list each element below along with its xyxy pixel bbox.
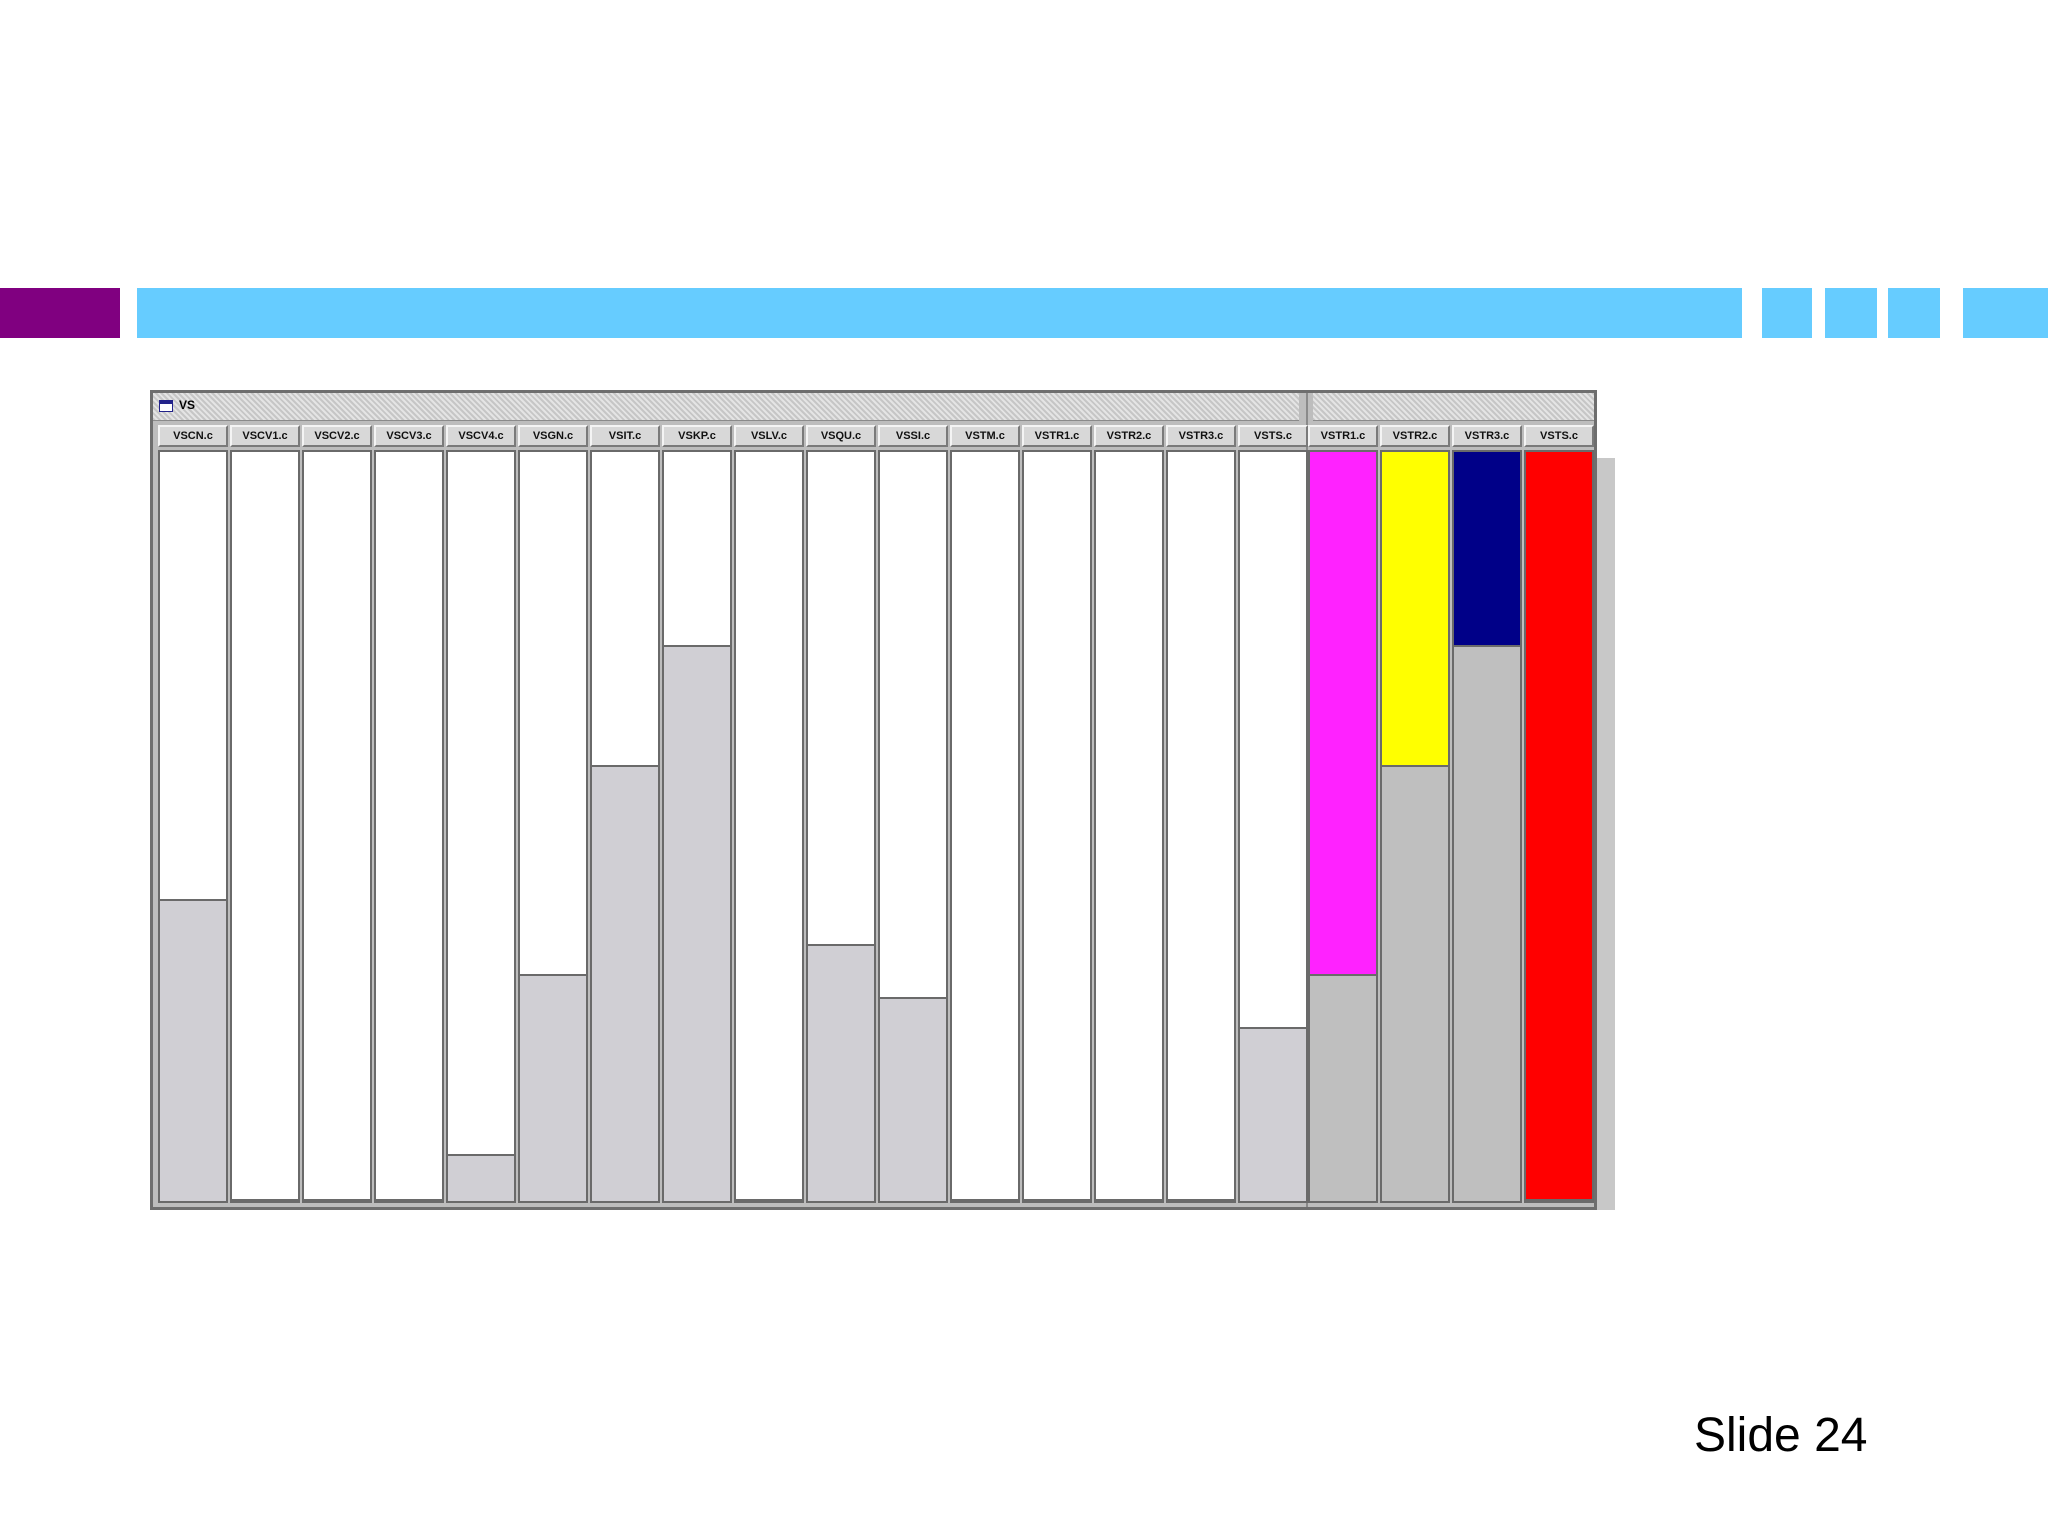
accent-bar-blue xyxy=(137,288,1742,338)
gauge-fill xyxy=(1096,452,1162,1201)
gauge-track xyxy=(806,450,876,1203)
gauge-fill xyxy=(448,452,514,1157)
gauge-track xyxy=(158,450,228,1203)
gauge-track xyxy=(590,450,660,1203)
gauge-fill xyxy=(592,452,658,767)
gauge-column-vscv1-p1: VSCV1.c xyxy=(230,425,300,1203)
column-header[interactable]: VSGN.c xyxy=(518,425,588,447)
gauge-column-vstr3-p2: VSTR3.c xyxy=(1452,425,1522,1203)
gauge-fill xyxy=(808,452,874,947)
gauge-track xyxy=(1452,450,1522,1203)
gauge-fill xyxy=(1240,452,1306,1029)
column-header[interactable]: VSSI.c xyxy=(878,425,948,447)
gauge-fill xyxy=(1024,452,1090,1201)
gauge-fill xyxy=(1454,452,1520,647)
window-shadow xyxy=(1597,458,1615,1210)
gauge-fill xyxy=(376,452,442,1201)
gauge-column-vstr2-p2: VSTR2.c xyxy=(1380,425,1450,1203)
slide-number: Slide 24 xyxy=(1694,1409,1868,1462)
gauge-track xyxy=(734,450,804,1203)
accent-square-1 xyxy=(1762,288,1812,338)
column-header[interactable]: VSKP.c xyxy=(662,425,732,447)
column-header[interactable]: VSCV3.c xyxy=(374,425,444,447)
vs-window: VS VSCN.c VSCV1.c VSCV2.c VSCV3.c VSCV4.c VSG… xyxy=(150,390,1597,1210)
accent-square-4 xyxy=(1963,288,2048,338)
gauge-column-vscv4-p1: VSCV4.c xyxy=(446,425,516,1203)
gauge-track xyxy=(878,450,948,1203)
gauge-track xyxy=(1022,450,1092,1203)
gauge-track xyxy=(950,450,1020,1203)
gauge-fill xyxy=(520,452,586,977)
gauge-track xyxy=(302,450,372,1203)
gauge-column-vscn-p1: VSCN.c xyxy=(158,425,228,1203)
column-header[interactable]: VSQU.c xyxy=(806,425,876,447)
gauge-fill xyxy=(1526,452,1592,1201)
gauge-track xyxy=(518,450,588,1203)
gauge-column-vstr1-p1: VSTR1.c xyxy=(1022,425,1092,1203)
column-header[interactable]: VSCV4.c xyxy=(446,425,516,447)
gauge-fill xyxy=(160,452,226,902)
gauge-column-vscv3-p1: VSCV3.c xyxy=(374,425,444,1203)
gauge-fill xyxy=(232,452,298,1201)
gauge-track xyxy=(446,450,516,1203)
gauge-fill xyxy=(1310,452,1376,977)
column-header[interactable]: VSTR1.c xyxy=(1022,425,1092,447)
column-header[interactable]: VSTR2.c xyxy=(1380,425,1450,447)
column-header[interactable]: VSTR3.c xyxy=(1452,425,1522,447)
gauge-column-vscv2-p1: VSCV2.c xyxy=(302,425,372,1203)
gauge-fill xyxy=(664,452,730,647)
gauge-column-vsgn-p1: VSGN.c xyxy=(518,425,588,1203)
vs-window-titlebar-secondary xyxy=(1313,393,1594,421)
window-icon[interactable] xyxy=(159,400,173,412)
gauge-column-vsit-p1: VSIT.c xyxy=(590,425,660,1203)
gauge-column-vsqu-p1: VSQU.c xyxy=(806,425,876,1203)
gauge-column-vsts-p1: VSTS.c xyxy=(1238,425,1308,1203)
gauge-column-vskp-p1: VSKP.c xyxy=(662,425,732,1203)
gauge-track xyxy=(1094,450,1164,1203)
column-header[interactable]: VSTS.c xyxy=(1238,425,1308,447)
vs-window-titlebar[interactable]: VS xyxy=(153,393,1299,421)
vs-window-title: VS xyxy=(179,398,196,412)
gauge-fill xyxy=(880,452,946,999)
gauge-column-vslv-p1: VSLV.c xyxy=(734,425,804,1203)
gauge-column-vstm-p1: VSTM.c xyxy=(950,425,1020,1203)
gauge-column-vssi-p1: VSSI.c xyxy=(878,425,948,1203)
gauge-track xyxy=(1524,450,1594,1203)
gauge-fill xyxy=(736,452,802,1201)
column-header[interactable]: VSCV2.c xyxy=(302,425,372,447)
column-header[interactable]: VSCV1.c xyxy=(230,425,300,447)
column-header[interactable]: VSCN.c xyxy=(158,425,228,447)
gauge-fill xyxy=(1168,452,1234,1201)
gauge-column-vstr1-p2: VSTR1.c xyxy=(1308,425,1378,1203)
gauge-track xyxy=(662,450,732,1203)
gauge-track xyxy=(1166,450,1236,1203)
gauge-fill xyxy=(952,452,1018,1201)
gauge-fill xyxy=(1382,452,1448,767)
column-header[interactable]: VSTR2.c xyxy=(1094,425,1164,447)
column-header[interactable]: VSTS.c xyxy=(1524,425,1594,447)
gauge-fill xyxy=(304,452,370,1201)
gauge-track xyxy=(230,450,300,1203)
column-header[interactable]: VSIT.c xyxy=(590,425,660,447)
gauge-track xyxy=(374,450,444,1203)
gauge-track xyxy=(1308,450,1378,1203)
gauge-track xyxy=(1380,450,1450,1203)
gauge-column-vsts-p2: VSTS.c xyxy=(1524,425,1594,1203)
gauge-column-vstr3-p1: VSTR3.c xyxy=(1166,425,1236,1203)
column-header[interactable]: VSTR3.c xyxy=(1166,425,1236,447)
column-header[interactable]: VSTR1.c xyxy=(1308,425,1378,447)
column-header[interactable]: VSLV.c xyxy=(734,425,804,447)
gauge-track xyxy=(1238,450,1308,1203)
accent-square-3 xyxy=(1888,288,1940,338)
accent-square-2 xyxy=(1825,288,1877,338)
column-header[interactable]: VSTM.c xyxy=(950,425,1020,447)
accent-bar-purple xyxy=(0,288,120,338)
gauge-column-vstr2-p1: VSTR2.c xyxy=(1094,425,1164,1203)
